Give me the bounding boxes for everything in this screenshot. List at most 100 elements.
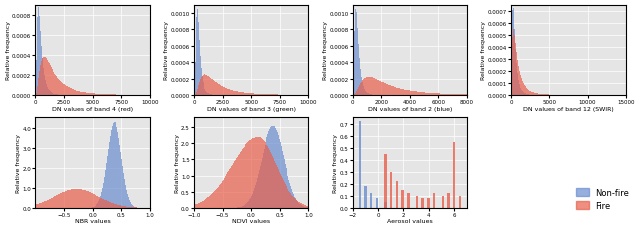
Bar — [78, 92, 79, 95]
Bar — [121, 206, 122, 208]
Bar — [361, 82, 362, 95]
Bar — [380, 82, 381, 95]
X-axis label: DN values of band 12 (SWIR): DN values of band 12 (SWIR) — [523, 106, 614, 111]
Bar — [436, 94, 438, 95]
Bar — [104, 200, 105, 208]
Bar — [301, 204, 302, 208]
Bar — [256, 137, 257, 208]
Bar — [420, 93, 421, 95]
Bar — [295, 199, 296, 208]
Bar — [109, 142, 110, 208]
Bar — [199, 203, 200, 208]
Bar — [109, 202, 110, 208]
Bar — [244, 205, 246, 208]
Bar — [210, 78, 211, 95]
Bar — [289, 183, 291, 208]
Bar — [85, 93, 86, 95]
Bar — [516, 53, 517, 95]
Bar — [243, 93, 244, 95]
Bar — [74, 189, 76, 208]
Bar — [393, 87, 394, 95]
X-axis label: NDVI values: NDVI values — [232, 218, 270, 224]
Bar — [433, 194, 435, 208]
Bar — [201, 202, 202, 208]
Bar — [51, 198, 52, 208]
Bar — [70, 190, 72, 208]
Bar — [520, 76, 521, 95]
Bar — [220, 86, 221, 95]
Bar — [201, 78, 202, 95]
Bar — [66, 191, 67, 208]
Bar — [66, 86, 67, 95]
Bar — [208, 197, 209, 208]
Bar — [302, 204, 303, 208]
Bar — [229, 169, 230, 208]
Bar — [408, 91, 409, 95]
Bar — [411, 91, 412, 95]
X-axis label: DN values of band 4 (red): DN values of band 4 (red) — [52, 106, 133, 111]
Bar — [116, 128, 117, 208]
Bar — [302, 206, 303, 208]
Bar — [43, 58, 44, 95]
Bar — [357, 90, 358, 95]
Bar — [199, 41, 200, 95]
Bar — [225, 89, 227, 95]
Bar — [371, 78, 372, 95]
Bar — [405, 90, 406, 95]
Bar — [269, 150, 270, 208]
Bar — [82, 190, 83, 208]
Y-axis label: Relative frequency: Relative frequency — [481, 21, 486, 80]
Bar — [52, 94, 54, 95]
Bar — [262, 153, 264, 208]
Bar — [204, 200, 205, 208]
Bar — [38, 79, 39, 95]
Bar — [45, 58, 46, 95]
Bar — [515, 50, 516, 95]
Bar — [428, 93, 429, 95]
Bar — [52, 71, 54, 95]
Bar — [238, 92, 239, 95]
Bar — [300, 204, 301, 208]
Bar — [244, 146, 246, 208]
Bar — [396, 88, 397, 95]
Bar — [132, 207, 134, 208]
Bar — [284, 182, 285, 208]
Bar — [291, 190, 292, 208]
Bar — [431, 94, 432, 95]
Bar — [107, 157, 108, 208]
Bar — [46, 85, 47, 95]
Bar — [212, 193, 213, 208]
Bar — [127, 194, 128, 208]
Bar — [381, 82, 382, 95]
Bar — [523, 93, 524, 95]
Bar — [446, 94, 447, 95]
Bar — [359, 59, 360, 95]
Bar — [365, 91, 366, 95]
Bar — [355, 10, 356, 95]
Bar — [259, 171, 260, 208]
Bar — [88, 191, 89, 208]
Bar — [228, 90, 229, 95]
Bar — [39, 71, 40, 95]
Bar — [76, 189, 77, 208]
Bar — [367, 78, 368, 95]
Bar — [388, 85, 389, 95]
Bar — [39, 17, 40, 95]
Bar — [229, 90, 230, 95]
Bar — [299, 202, 300, 208]
Bar — [93, 207, 95, 208]
Bar — [198, 203, 199, 208]
Bar — [516, 64, 517, 95]
Bar — [195, 204, 196, 208]
Bar — [236, 92, 237, 95]
Bar — [47, 200, 48, 208]
Bar — [106, 164, 107, 208]
Bar — [235, 160, 236, 208]
Bar — [430, 93, 431, 95]
Bar — [442, 196, 444, 208]
Bar — [114, 122, 115, 208]
Bar — [448, 94, 449, 95]
Bar — [216, 83, 217, 95]
Bar — [198, 23, 199, 95]
Bar — [307, 206, 308, 208]
